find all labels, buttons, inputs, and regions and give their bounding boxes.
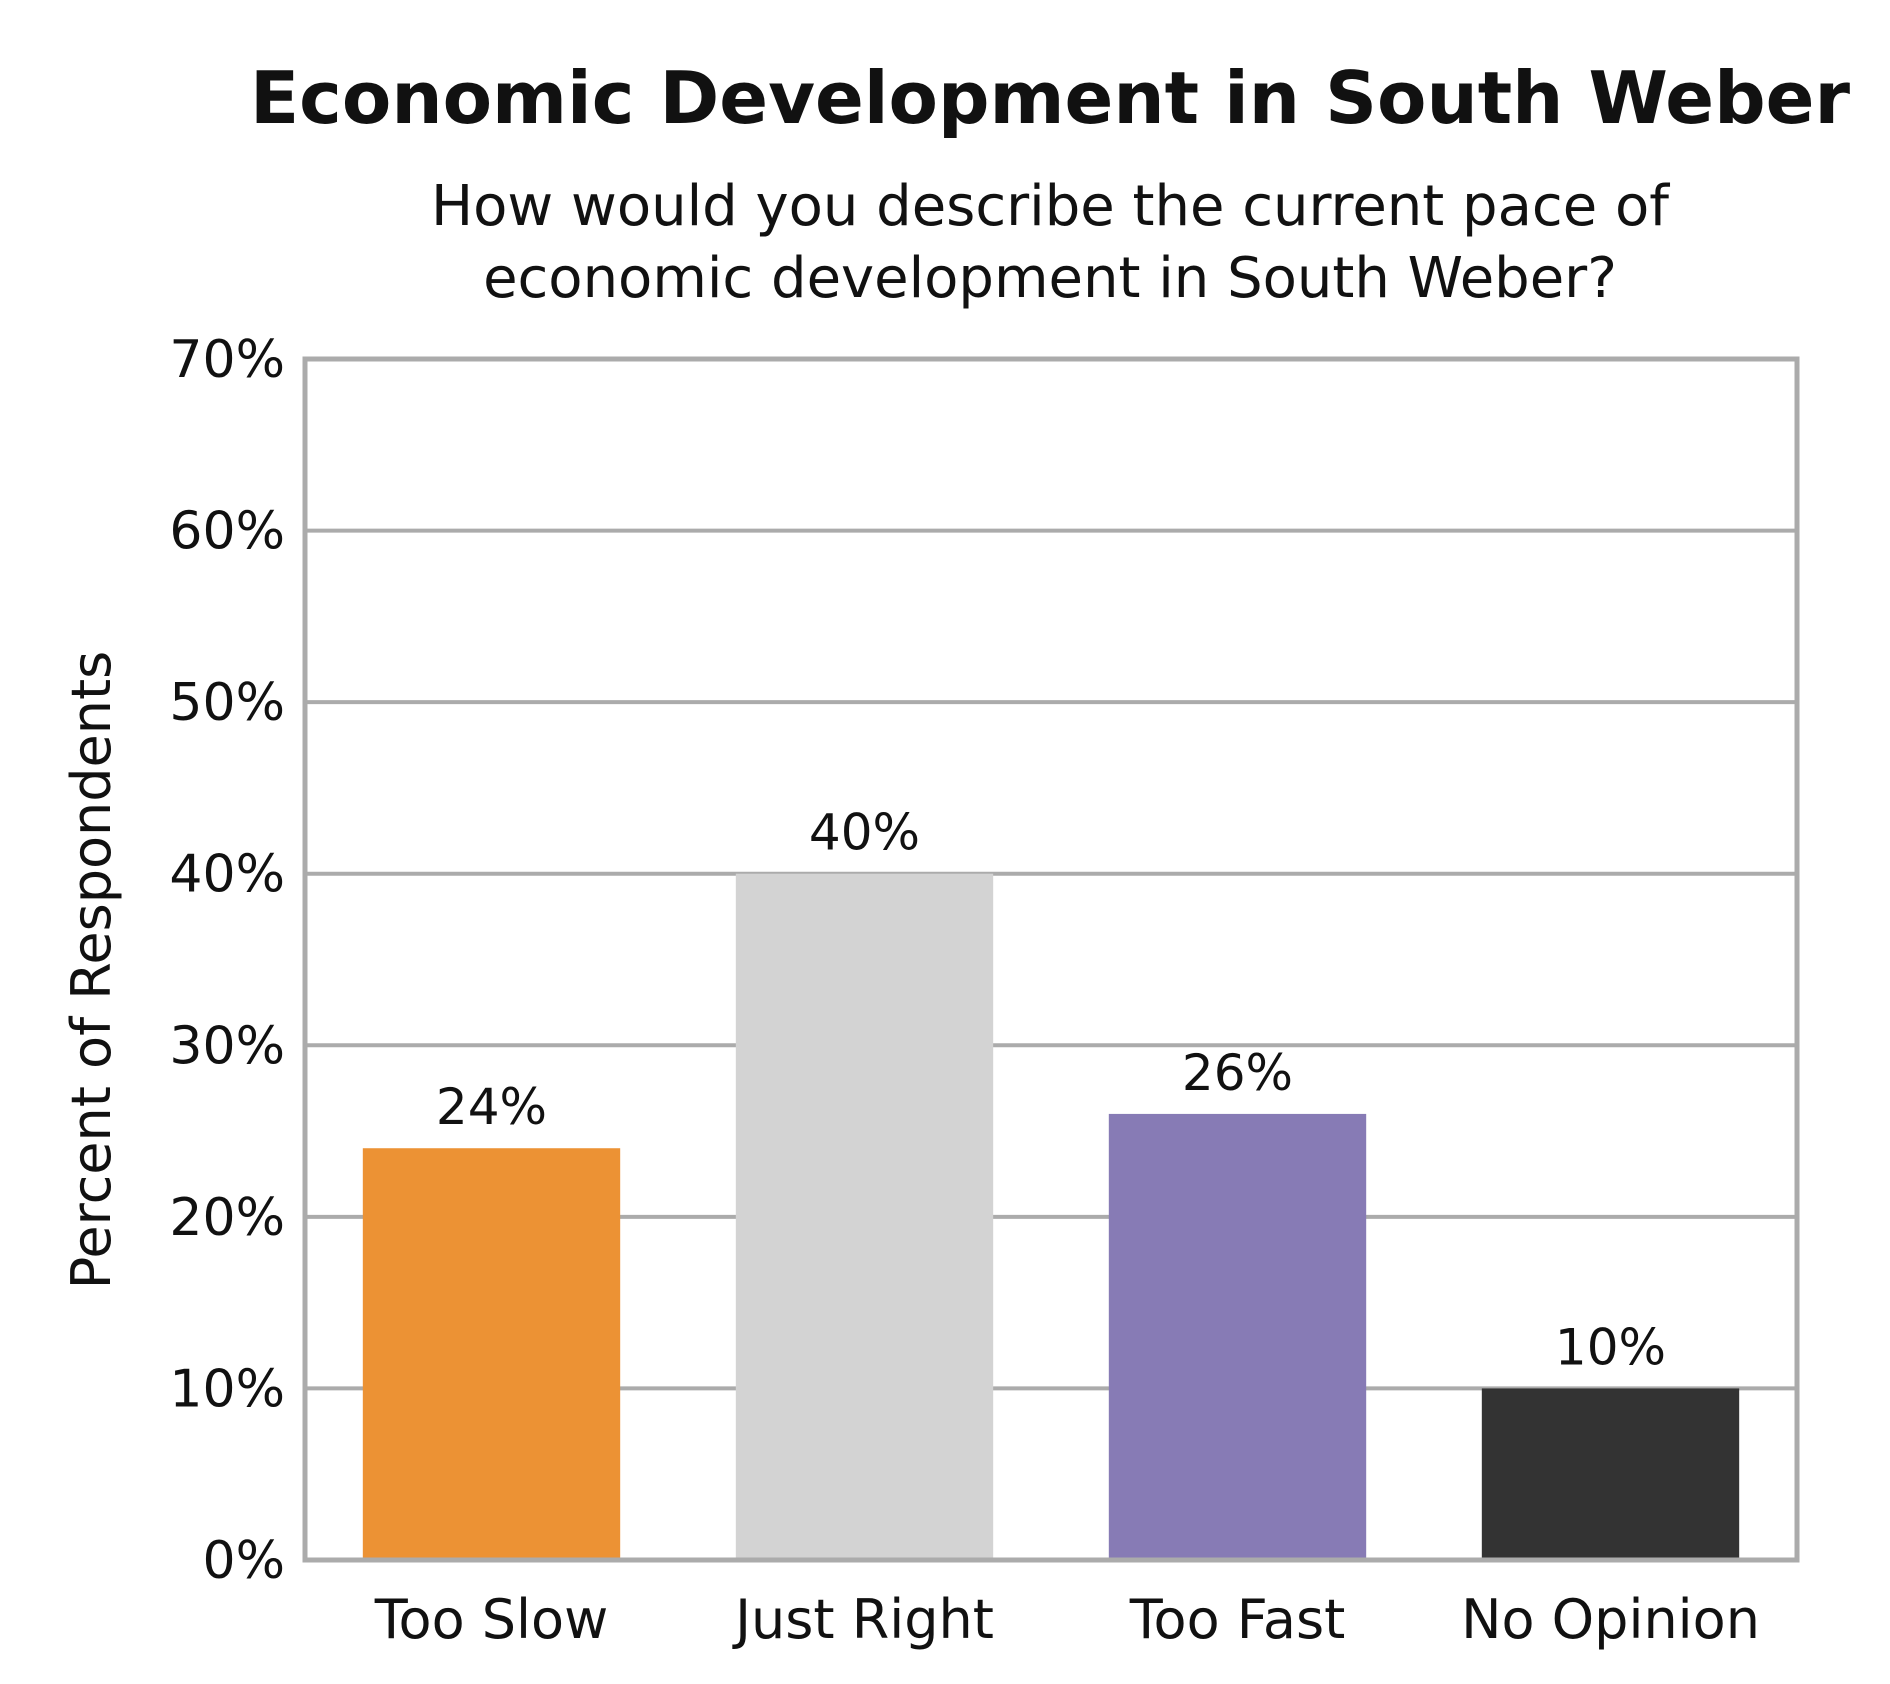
y-tick-label: 30% [169,1016,285,1076]
x-category-label: Too Fast [1129,1588,1346,1651]
y-tick-label: 60% [169,502,285,562]
x-category-label: No Opinion [1461,1588,1760,1651]
plot-frame [302,356,1800,1563]
bar-too-slow [362,1148,621,1560]
chart-subtitle-line-2: economic development in South Weber? [483,246,1617,311]
y-tick-label: 40% [169,845,285,905]
y-tick-label: 50% [169,673,285,733]
data-label: 10% [1555,1318,1666,1376]
y-axis-ticks: 0% 10% 20% 30% 40% 50% 60% 70% [169,330,285,1591]
y-axis-label: Percent of Respondents [60,651,123,1290]
x-category-label: Just Right [732,1588,994,1651]
data-label: 24% [436,1078,547,1136]
data-labels: 24% 40% 26% 10% [436,804,1666,1377]
x-category-label: Too Slow [374,1588,609,1651]
y-tick-label: 10% [169,1359,285,1419]
data-label: 40% [809,804,920,862]
x-axis-categories: Too Slow Just Right Too Fast No Opinion [374,1588,1760,1651]
y-tick-label: 20% [169,1188,285,1248]
bar-no-opinion [1481,1388,1740,1560]
data-label: 26% [1182,1044,1293,1102]
plot-border [302,356,1800,1563]
chart-subtitle-line-1: How would you describe the current pace … [431,174,1670,239]
y-tick-label: 70% [169,330,285,390]
bar-too-fast [1108,1113,1367,1560]
bars [362,873,1740,1560]
chart-title: Economic Development in South Weber [250,56,1851,140]
bar-just-right [735,873,994,1560]
y-tick-label: 0% [203,1531,286,1591]
